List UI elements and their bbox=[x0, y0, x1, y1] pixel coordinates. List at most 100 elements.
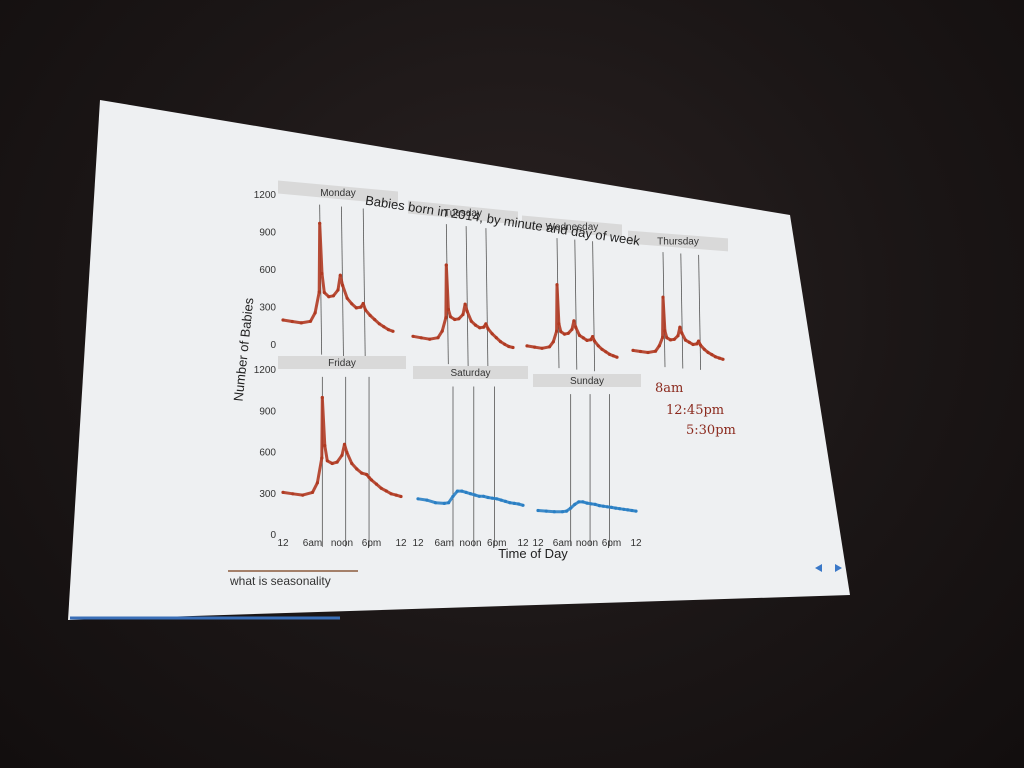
data-point bbox=[447, 501, 451, 505]
data-point bbox=[425, 498, 429, 502]
data-point bbox=[585, 501, 589, 505]
data-point bbox=[473, 323, 478, 327]
data-point bbox=[717, 356, 721, 360]
annotation-block: 8am 12:45pm 5:30pm bbox=[655, 381, 736, 438]
x-axis-label: Time of Day bbox=[498, 546, 568, 561]
data-point bbox=[710, 353, 714, 357]
data-point bbox=[591, 335, 595, 339]
x-tick-label: 12 bbox=[412, 538, 424, 549]
x-tick-label: 12 bbox=[395, 538, 407, 549]
y-tick-label: 300 bbox=[259, 303, 276, 314]
y-tick-label: 600 bbox=[259, 265, 276, 276]
data-point bbox=[394, 493, 398, 497]
data-point bbox=[299, 321, 303, 325]
y-tick-label: 1200 bbox=[254, 190, 277, 201]
data-point bbox=[653, 349, 658, 353]
data-point bbox=[507, 344, 511, 349]
series-line-saturday bbox=[417, 489, 524, 507]
data-point bbox=[340, 453, 344, 457]
data-point bbox=[551, 340, 555, 344]
reference-line-2 bbox=[465, 226, 469, 367]
data-point bbox=[478, 326, 482, 330]
data-point bbox=[618, 507, 622, 511]
slide-footer: what is seasonality bbox=[228, 564, 842, 588]
data-point bbox=[697, 339, 701, 343]
reference-line-2 bbox=[680, 253, 684, 369]
data-point bbox=[463, 302, 467, 306]
data-point bbox=[325, 459, 329, 463]
data-point bbox=[335, 460, 339, 464]
data-point bbox=[622, 507, 626, 511]
data-point bbox=[482, 494, 486, 498]
data-point bbox=[330, 461, 334, 466]
reference-line-2 bbox=[574, 239, 578, 370]
data-point bbox=[508, 501, 512, 505]
data-point bbox=[630, 508, 634, 513]
data-point bbox=[609, 505, 614, 509]
data-point bbox=[593, 502, 597, 506]
data-point bbox=[581, 336, 585, 340]
data-point bbox=[440, 329, 444, 333]
data-point bbox=[559, 330, 563, 334]
data-point bbox=[585, 338, 589, 342]
y-tick-label: 0 bbox=[270, 340, 276, 351]
data-point bbox=[477, 494, 481, 498]
data-point bbox=[411, 334, 415, 338]
x-tick-label: 6pm bbox=[362, 538, 381, 549]
facet-strip-bg bbox=[628, 230, 728, 252]
data-point bbox=[566, 331, 570, 335]
x-tick-label: 12 bbox=[630, 538, 642, 549]
facet-wednesday: Wednesday bbox=[522, 215, 622, 372]
data-point bbox=[680, 331, 684, 335]
x-tick-label: 6pm bbox=[487, 538, 506, 549]
data-point bbox=[320, 271, 324, 276]
data-point bbox=[665, 336, 669, 340]
data-point bbox=[565, 509, 569, 513]
data-point bbox=[313, 311, 317, 315]
facet-tuesday: Tuesday bbox=[408, 200, 518, 369]
data-point bbox=[310, 490, 315, 494]
data-point bbox=[320, 395, 324, 400]
data-point bbox=[460, 489, 464, 493]
x-tick-label: 6am bbox=[553, 538, 572, 549]
data-point bbox=[331, 294, 335, 298]
data-point bbox=[327, 295, 331, 299]
data-point bbox=[473, 493, 477, 497]
data-point bbox=[281, 318, 285, 322]
data-point bbox=[341, 283, 345, 287]
data-point bbox=[562, 332, 567, 336]
data-point bbox=[291, 492, 295, 496]
x-tick-label: 12 bbox=[532, 538, 544, 549]
facet-label: Thursday bbox=[657, 237, 699, 248]
facet-label: Tuesday bbox=[444, 208, 482, 219]
data-point bbox=[521, 503, 525, 507]
data-point bbox=[419, 336, 423, 340]
data-point bbox=[592, 339, 597, 343]
data-point bbox=[596, 344, 600, 348]
next-slide-button[interactable] bbox=[835, 564, 842, 572]
data-point bbox=[547, 345, 552, 349]
data-point bbox=[345, 296, 349, 300]
data-point bbox=[532, 345, 537, 349]
data-point bbox=[604, 350, 608, 354]
data-point bbox=[605, 505, 610, 509]
data-point bbox=[589, 502, 593, 506]
data-point bbox=[374, 482, 378, 486]
data-point bbox=[315, 481, 319, 485]
data-point bbox=[490, 332, 494, 336]
data-point bbox=[428, 337, 432, 341]
data-point bbox=[601, 504, 605, 508]
data-point bbox=[555, 329, 559, 333]
data-point bbox=[706, 350, 710, 354]
slide-caption: what is seasonality bbox=[229, 574, 331, 588]
data-point bbox=[377, 322, 381, 326]
prev-slide-button[interactable] bbox=[815, 564, 822, 572]
data-point bbox=[695, 342, 699, 346]
facet-strip: Thursday bbox=[628, 230, 728, 252]
facet-strip-bg bbox=[522, 215, 622, 238]
data-point bbox=[308, 319, 313, 323]
facet-strip: Monday bbox=[278, 180, 398, 205]
data-point bbox=[446, 307, 450, 312]
data-point bbox=[350, 302, 354, 306]
data-point bbox=[569, 506, 573, 510]
